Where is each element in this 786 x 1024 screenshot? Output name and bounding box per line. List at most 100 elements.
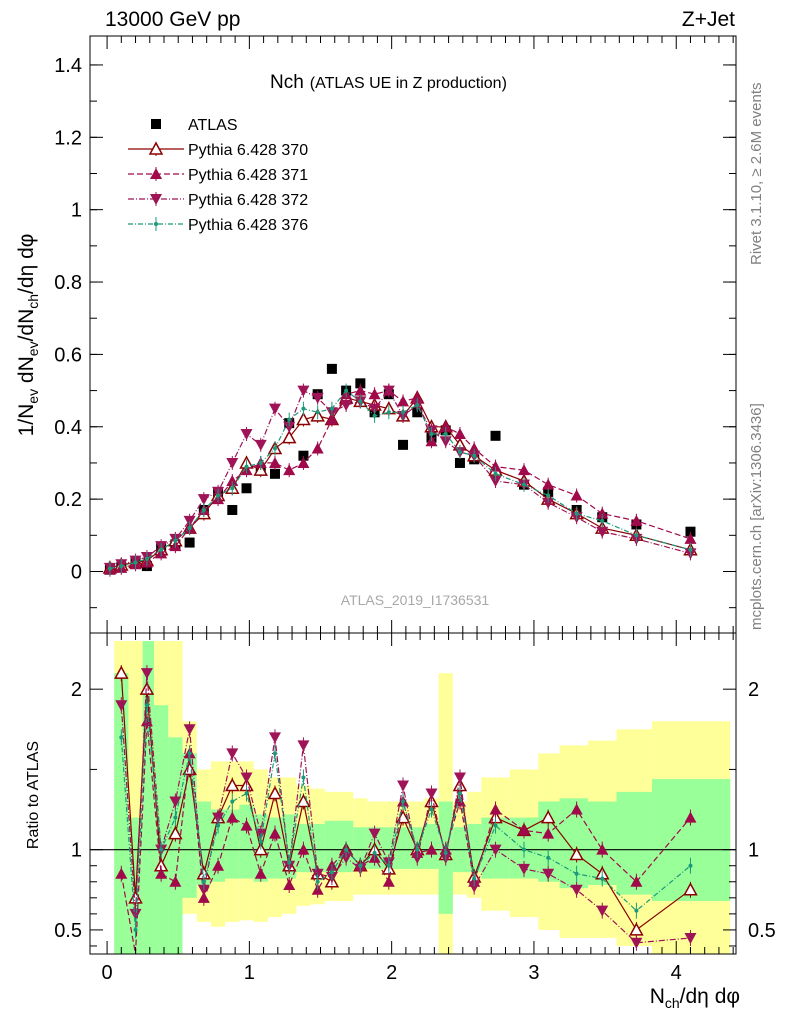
ratio-point-p372 — [630, 937, 643, 949]
main-ytick-label: 0 — [71, 561, 82, 583]
ratio-xtick-label: 4 — [671, 962, 682, 984]
ratio-point-p371 — [240, 819, 253, 831]
ratio-point-p372 — [397, 780, 410, 792]
ratio-series-p376 — [119, 697, 693, 938]
main-point-p370 — [296, 411, 311, 426]
ratio-ytick-label-right: 1 — [748, 840, 759, 862]
legend-marker-p370 — [148, 141, 164, 155]
main-point-p372 — [542, 497, 555, 509]
ratio-point-p372 — [368, 828, 381, 840]
ratio-point-p376 — [372, 850, 377, 855]
ratio-point-p372 — [226, 748, 239, 760]
ratio-point-p376 — [443, 850, 448, 855]
main-line-p372 — [109, 389, 691, 569]
ratio-band-inner — [142, 641, 155, 954]
ratio-ytick-label: 0.5 — [54, 920, 82, 942]
ratio-point-p372 — [425, 788, 438, 800]
main-ytick-label: 1 — [71, 200, 82, 222]
main-point-p376 — [315, 410, 320, 415]
ratio-point-p376 — [401, 799, 406, 804]
header-right: Z+Jet — [682, 8, 735, 31]
ratio-ytick-label-right: 2 — [748, 679, 759, 701]
ratio-point-p371 — [542, 827, 555, 839]
main-point-p376 — [107, 566, 112, 571]
main-point-p376 — [386, 410, 391, 415]
ratio-point-p372 — [197, 884, 210, 896]
ratio-point-p372 — [169, 796, 182, 808]
legend-entry-p370: Pythia 6.428 370 — [128, 141, 308, 159]
main-point-p371 — [354, 384, 367, 396]
ratio-point-p371 — [382, 875, 395, 887]
ratio-point-p372 — [129, 908, 142, 920]
main-point-p372 — [311, 392, 324, 404]
main-point-p376 — [457, 450, 462, 455]
ratio-point-p372 — [240, 772, 253, 784]
main-line-p370 — [109, 396, 691, 569]
ratio-point-p376 — [144, 703, 149, 708]
ratio-point-p376 — [230, 799, 235, 804]
main-point-p376 — [230, 486, 235, 491]
ratio-band-inner — [353, 827, 368, 869]
ratio-point-p376 — [574, 871, 579, 876]
main-point-data — [355, 378, 366, 389]
ratio-point-p376 — [329, 870, 334, 875]
main-point-p371 — [226, 475, 239, 487]
main-point-data — [490, 430, 501, 441]
ratio-point-p372 — [684, 932, 697, 944]
legend-entry-p371: Pythia 6.428 371 — [128, 167, 308, 184]
ratio-point-p376 — [386, 863, 391, 868]
ratio-point-p370 — [114, 665, 129, 679]
ratio-band-inner — [310, 823, 325, 873]
ratio-point-p372 — [596, 905, 609, 917]
legend-label-data: ATLAS — [188, 117, 238, 134]
ratio-point-p376 — [258, 839, 263, 844]
ratio-point-p371 — [489, 803, 502, 815]
ratio-point-p371 — [115, 867, 128, 879]
main-point-p376 — [244, 464, 249, 469]
main-point-p376 — [344, 388, 349, 393]
ratio-point-p371 — [254, 867, 267, 879]
main-point-p376 — [187, 526, 192, 531]
main-point-p371 — [517, 464, 530, 476]
ratio-point-p372 — [268, 732, 281, 744]
ratio-point-p376 — [244, 791, 249, 796]
main-point-p376 — [415, 403, 420, 408]
main-point-p376 — [358, 399, 363, 404]
main-point-p371 — [368, 388, 381, 400]
ratio-point-p376 — [457, 791, 462, 796]
legend-entry-p372: Pythia 6.428 372 — [128, 192, 308, 209]
main-point-p371 — [297, 456, 310, 468]
ratio-point-p370 — [182, 761, 197, 776]
main-ytick-label: 1.4 — [54, 55, 82, 77]
legend-entry-data: ATLAS — [151, 117, 238, 134]
ratio-band-inner — [616, 791, 653, 895]
ratio-point-p376 — [133, 927, 138, 932]
main-point-p376 — [493, 471, 498, 476]
ratio-point-p376 — [521, 847, 526, 852]
ratio-band-inner — [652, 779, 731, 902]
main-line-p376 — [109, 389, 691, 570]
main-point-p376 — [216, 493, 221, 498]
ratio-xtick-label: 2 — [386, 962, 397, 984]
main-point-p371 — [397, 395, 410, 407]
ratio-point-p372 — [468, 881, 481, 893]
ratio-point-p372 — [411, 852, 424, 864]
main-point-p376 — [634, 533, 639, 538]
ratio-point-p376 — [159, 847, 164, 852]
ratio-band-inner — [267, 817, 283, 879]
main-point-p372 — [439, 436, 452, 448]
ratio-point-p371 — [297, 843, 310, 855]
ratio-bands — [90, 641, 736, 954]
ratio-point-p371 — [283, 878, 296, 890]
main-point-p371 — [630, 514, 643, 526]
ratio-point-p371 — [212, 859, 225, 871]
ratio-point-p376 — [187, 751, 192, 756]
main-point-p371 — [596, 507, 609, 519]
ratio-band-inner — [324, 820, 340, 873]
ratio-point-p376 — [634, 908, 639, 913]
main-point-data — [227, 504, 238, 515]
main-point-p376 — [133, 560, 138, 565]
ratio-axes: 0.5 0.5 1 1 2 2 0 1 2 3 4 — [54, 633, 776, 984]
ratio-point-p376 — [415, 847, 420, 852]
